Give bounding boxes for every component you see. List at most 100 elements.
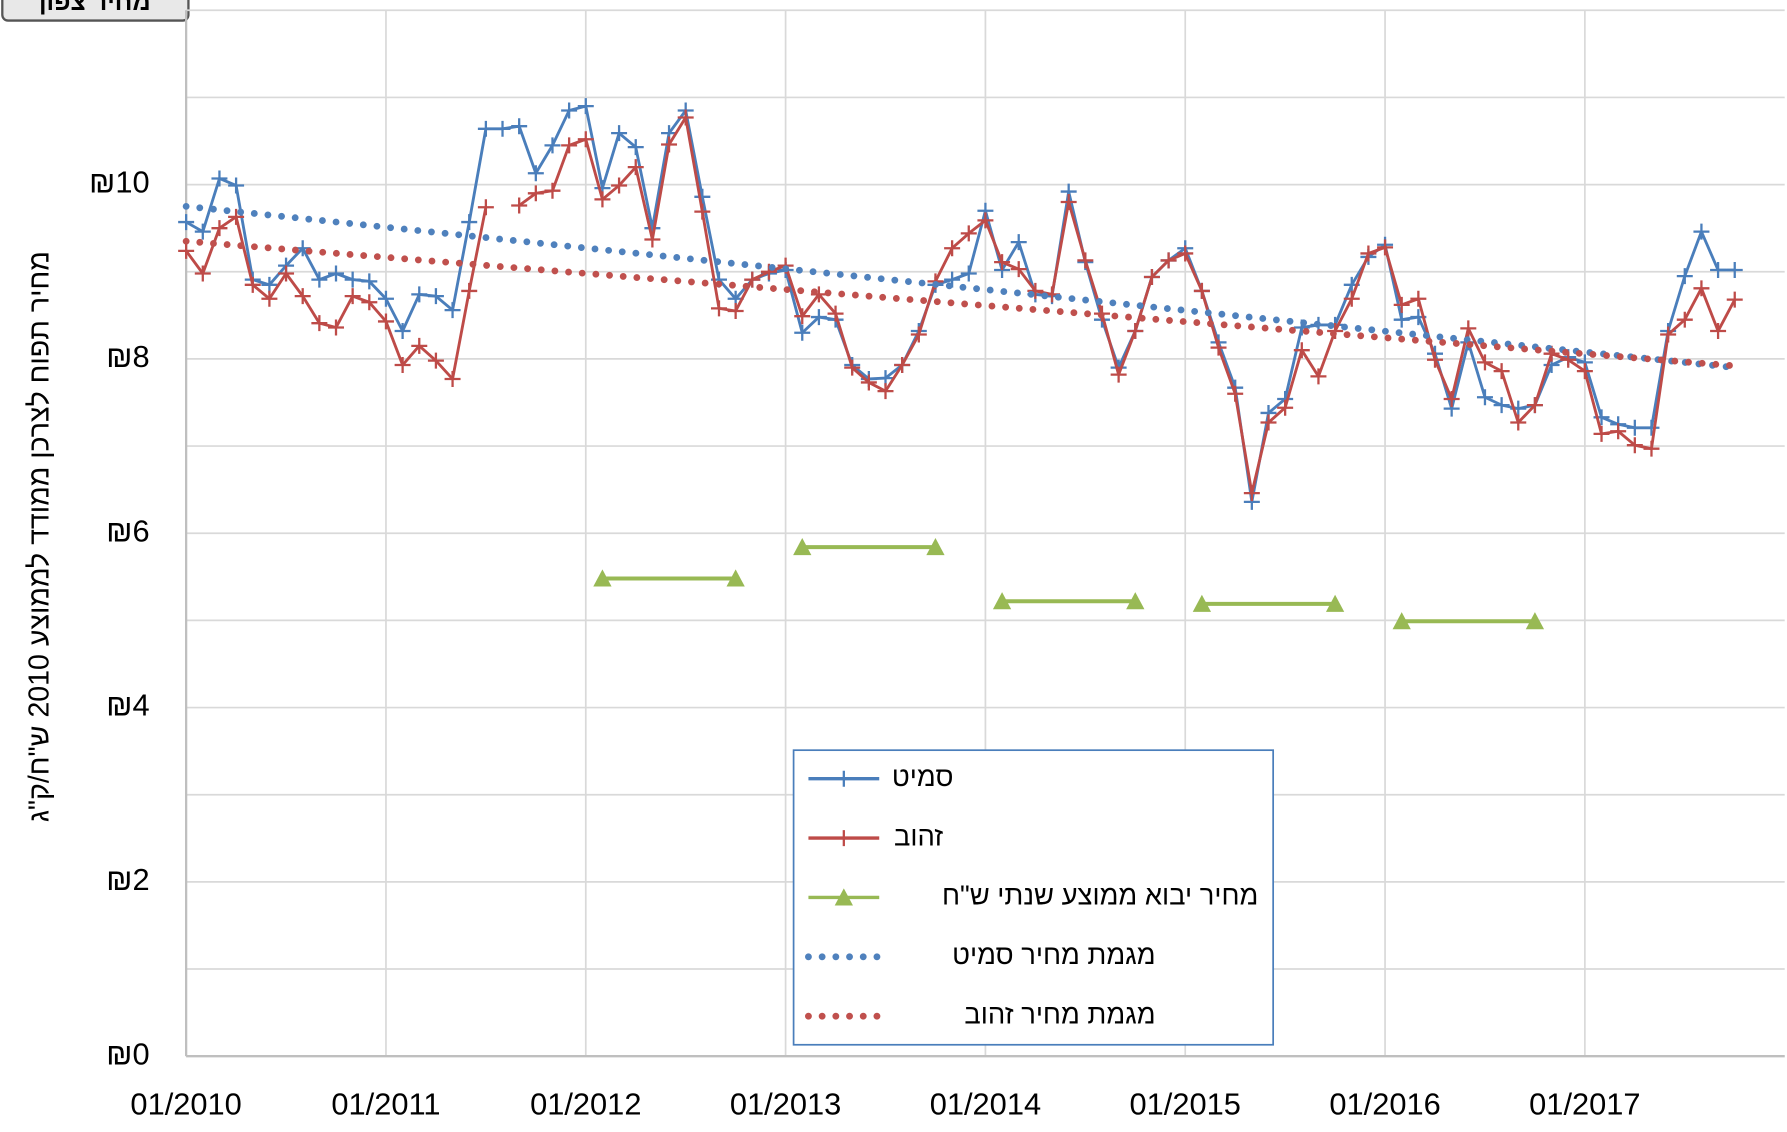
legend-marker: [835, 830, 852, 847]
plus-marker: [694, 203, 711, 220]
plus-marker: [810, 309, 827, 326]
y-tick-label: ₪0: [106, 1036, 149, 1071]
plus-marker: [411, 286, 428, 303]
plus-marker: [1127, 323, 1144, 340]
plus-marker: [228, 177, 245, 194]
plus-marker: [1077, 252, 1094, 269]
y-tick-label: ₪4: [106, 688, 149, 723]
plus-marker: [794, 324, 811, 341]
triangle-marker: [1392, 612, 1411, 630]
button-frame[interactable]: [1, 0, 190, 22]
triangle-marker: [1192, 594, 1212, 612]
plus-marker: [644, 231, 661, 248]
plus-marker: [611, 177, 628, 194]
plus-marker: [194, 223, 211, 240]
plus-marker: [1293, 342, 1310, 359]
x-tick-label: 01/2013: [730, 1087, 841, 1122]
x-tick-label: 01/2010: [130, 1087, 241, 1122]
plus-marker: [1360, 245, 1377, 262]
plus-marker: [527, 185, 544, 202]
plus-marker: [1010, 261, 1027, 278]
plus-marker: [977, 212, 994, 229]
plus-marker: [244, 276, 261, 293]
plus-marker: [1510, 414, 1527, 431]
plus-marker: [261, 276, 278, 293]
triangle-marker: [992, 592, 1012, 610]
plus-marker: [1277, 399, 1294, 416]
plus-marker: [228, 208, 245, 225]
plus-marker: [1476, 389, 1493, 406]
plus-marker: [1343, 290, 1360, 307]
plus-marker: [1143, 268, 1160, 285]
plus-marker: [1027, 282, 1044, 299]
plus-marker: [178, 214, 195, 231]
triangle-marker: [926, 538, 945, 556]
plus-marker: [1193, 282, 1210, 299]
plus-marker: [361, 294, 378, 311]
plus-marker: [361, 273, 378, 290]
plus-marker: [1576, 363, 1593, 380]
plus-marker: [1393, 296, 1410, 313]
legend-marker: [835, 770, 852, 787]
plus-marker: [377, 290, 394, 307]
plus-marker: [1377, 239, 1394, 256]
plus-marker: [1593, 425, 1610, 442]
legend-label: סמיט: [892, 761, 954, 792]
plus-marker: [1560, 351, 1577, 368]
plus-marker: [394, 323, 411, 340]
plus-marker: [477, 120, 494, 137]
plus-marker: [511, 118, 528, 135]
triangle-marker: [1525, 612, 1545, 630]
button-label[interactable]: מחיר צפון: [39, 0, 151, 16]
plus-marker: [211, 170, 228, 187]
x-tick-label: 01/2016: [1329, 1087, 1440, 1122]
triangle-marker: [726, 569, 745, 587]
plus-marker: [1660, 326, 1677, 343]
plus-marker: [694, 188, 711, 205]
legend-marker: [834, 888, 853, 906]
plus-marker: [594, 191, 611, 208]
plus-marker: [1493, 363, 1510, 380]
plus-marker: [1260, 414, 1277, 431]
plus-marker: [894, 357, 911, 374]
plus-marker: [544, 137, 561, 154]
plus-marker: [1227, 385, 1244, 402]
plus-marker: [1643, 419, 1660, 436]
plus-marker: [1060, 194, 1077, 211]
plus-marker: [1710, 262, 1727, 279]
plus-marker: [411, 337, 428, 354]
plus-marker: [1177, 245, 1194, 262]
plus-marker: [910, 326, 927, 343]
legend-label: מגמת מחיר סמיט: [952, 939, 1155, 970]
legend-label: מגמת מחיר זהוב: [964, 998, 1155, 1029]
series-line: [184, 116, 1736, 495]
plus-marker: [1010, 234, 1027, 251]
plus-marker: [1243, 485, 1260, 502]
plus-marker: [427, 352, 444, 369]
plus-marker: [744, 271, 761, 288]
plus-marker: [827, 305, 844, 322]
y-axis-title: מחיר תפוח לצרכן ממודד לממוצע 2010 ש"ח/ק"…: [24, 251, 56, 822]
plus-marker: [627, 139, 644, 156]
plus-marker: [1310, 368, 1327, 385]
plus-marker: [311, 271, 328, 288]
plot-area: ₪0 ₪2 ₪4 ₪6 ₪8 ₪10 01/2010 01/2011 01/2012 01/201…: [89, 9, 1785, 1122]
plus-marker: [1460, 320, 1477, 337]
triangle-marker: [793, 538, 812, 556]
plus-marker: [844, 359, 861, 376]
plus-marker: [1110, 366, 1127, 383]
plus-marker: [1410, 290, 1427, 307]
plus-marker: [710, 300, 727, 317]
plus-marker: [1693, 280, 1710, 297]
plus-marker: [328, 319, 344, 336]
plus-marker: [261, 290, 278, 307]
filter-button[interactable]: מחיר צפון: [1, 0, 190, 22]
plus-marker: [1643, 440, 1660, 457]
plus-marker: [427, 288, 444, 305]
plus-marker: [527, 165, 544, 182]
plus-marker: [178, 242, 195, 259]
plus-marker: [944, 240, 961, 257]
legend: סמיט זהוב מחיר יבוא ממוצע שנתי ש"ח מגמת מחי…: [792, 749, 1275, 1046]
plus-marker: [1526, 397, 1543, 414]
plus-marker: [611, 125, 628, 142]
